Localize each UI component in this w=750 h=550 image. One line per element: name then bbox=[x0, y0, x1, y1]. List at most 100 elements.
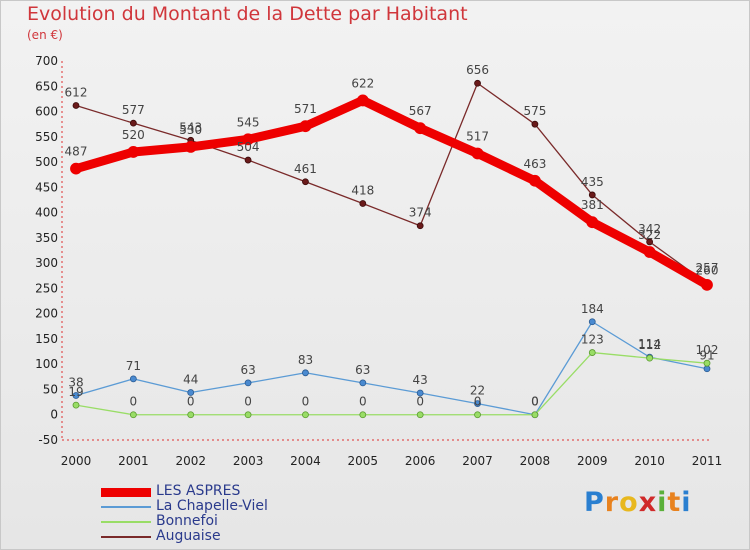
data-point-auguaise bbox=[646, 238, 654, 246]
data-label-auguaise: 260 bbox=[696, 263, 719, 277]
x-tick-label: 2001 bbox=[118, 454, 149, 468]
data-point-auguaise bbox=[474, 79, 481, 87]
data-point-les-aspres bbox=[643, 246, 656, 258]
data-point-bonnefoi bbox=[129, 411, 137, 419]
data-point-la-chapelle-viel bbox=[474, 400, 481, 408]
data-label-bonnefoi: 0 bbox=[302, 395, 310, 409]
data-label-la-chapelle-viel: 38 bbox=[68, 376, 83, 390]
logo-letter: i bbox=[657, 487, 668, 518]
data-label-bonnefoi: 19 bbox=[68, 385, 83, 399]
x-tick-label: 2011 bbox=[692, 454, 723, 468]
chart-title: Evolution du Montant de la Dette par Hab… bbox=[27, 3, 468, 25]
data-point-auguaise bbox=[72, 102, 80, 109]
data-label-les-aspres: 463 bbox=[523, 157, 546, 171]
data-label-la-chapelle-viel: 83 bbox=[298, 353, 313, 367]
data-point-les-aspres bbox=[529, 174, 541, 187]
data-label-les-aspres: 257 bbox=[696, 261, 719, 275]
x-tick-label: 2009 bbox=[577, 454, 608, 468]
data-point-auguaise bbox=[588, 191, 596, 199]
legend-label-les-aspres: LES ASPRES bbox=[156, 483, 241, 499]
data-point-bonnefoi bbox=[359, 411, 367, 419]
data-point-bonnefoi bbox=[72, 401, 80, 409]
data-point-bonnefoi bbox=[588, 349, 596, 356]
data-label-la-chapelle-viel: 22 bbox=[470, 384, 485, 398]
data-point-bonnefoi bbox=[703, 359, 711, 367]
data-point-auguaise bbox=[244, 156, 252, 164]
x-tick-label: 2000 bbox=[61, 454, 92, 468]
data-point-auguaise bbox=[302, 178, 309, 186]
data-label-bonnefoi: 123 bbox=[581, 333, 604, 347]
legend-swatch-bonnefoi bbox=[101, 521, 151, 523]
data-label-les-aspres: 571 bbox=[294, 102, 317, 116]
x-tick-label: 2002 bbox=[175, 454, 206, 468]
data-point-les-aspres bbox=[356, 94, 369, 107]
data-label-bonnefoi: 0 bbox=[187, 395, 195, 409]
data-label-bonnefoi: 0 bbox=[416, 395, 424, 409]
data-label-bonnefoi: 0 bbox=[244, 395, 252, 409]
data-point-la-chapelle-viel bbox=[703, 365, 711, 373]
data-point-la-chapelle-viel bbox=[359, 379, 367, 387]
data-label-bonnefoi: 102 bbox=[696, 343, 719, 357]
data-point-les-aspres bbox=[127, 146, 140, 158]
x-tick-label: 2008 bbox=[520, 454, 551, 468]
data-label-auguaise: 435 bbox=[581, 175, 604, 189]
data-label-auguaise: 575 bbox=[523, 104, 546, 118]
logo-letter: i bbox=[681, 487, 692, 518]
y-tick-label: 450 bbox=[35, 180, 58, 194]
data-point-la-chapelle-viel bbox=[416, 389, 424, 397]
legend-label-bonnefoi: Bonnefoi bbox=[156, 513, 218, 529]
data-label-la-chapelle-viel: 184 bbox=[581, 302, 604, 316]
data-point-les-aspres bbox=[414, 122, 427, 135]
data-label-les-aspres: 567 bbox=[409, 104, 432, 118]
data-point-bonnefoi bbox=[416, 411, 424, 419]
data-label-bonnefoi: 0 bbox=[531, 395, 539, 409]
data-label-les-aspres: 530 bbox=[179, 123, 202, 137]
x-tick-label: 2010 bbox=[634, 454, 665, 468]
data-label-la-chapelle-viel: 71 bbox=[126, 359, 141, 373]
data-label-auguaise: 612 bbox=[65, 85, 88, 99]
y-tick-label: 550 bbox=[35, 130, 58, 144]
data-label-bonnefoi: 0 bbox=[130, 395, 138, 409]
data-label-bonnefoi: 112 bbox=[638, 338, 661, 352]
y-tick-label: 300 bbox=[35, 256, 58, 270]
data-point-les-aspres bbox=[70, 162, 82, 175]
y-tick-label: 100 bbox=[35, 357, 58, 371]
data-point-la-chapelle-viel bbox=[72, 392, 80, 399]
logo-letter: t bbox=[667, 487, 682, 518]
data-label-les-aspres: 322 bbox=[638, 228, 661, 242]
data-label-les-aspres: 520 bbox=[122, 128, 145, 142]
y-tick-label: 350 bbox=[35, 231, 58, 245]
legend-swatch-les-aspres bbox=[101, 488, 151, 497]
data-label-auguaise: 656 bbox=[466, 63, 489, 77]
data-label-auguaise: 374 bbox=[409, 206, 432, 220]
legend-swatch-la-chapelle-viel bbox=[101, 506, 151, 508]
data-label-les-aspres: 487 bbox=[65, 145, 88, 159]
y-tick-label: 700 bbox=[35, 54, 58, 68]
data-label-la-chapelle-viel: 114 bbox=[638, 337, 661, 351]
data-point-auguaise bbox=[129, 119, 137, 127]
x-tick-label: 2007 bbox=[462, 454, 493, 468]
series-line-les-aspres bbox=[71, 95, 712, 290]
data-point-auguaise bbox=[416, 222, 424, 230]
y-tick-label: 250 bbox=[35, 281, 58, 295]
series-line-auguaise bbox=[75, 82, 708, 284]
data-point-auguaise bbox=[359, 200, 367, 207]
data-label-les-aspres: 517 bbox=[466, 129, 489, 143]
logo-letter: r bbox=[604, 487, 620, 518]
data-label-bonnefoi: 0 bbox=[359, 395, 367, 409]
x-tick-label: 2005 bbox=[348, 454, 379, 468]
y-tick-label: 0 bbox=[50, 408, 58, 422]
data-label-les-aspres: 622 bbox=[351, 76, 374, 90]
data-label-auguaise: 418 bbox=[351, 184, 374, 198]
y-tick-label: -50 bbox=[38, 433, 58, 447]
data-point-auguaise bbox=[531, 120, 539, 128]
series-line-bonnefoi bbox=[75, 351, 708, 416]
data-point-les-aspres bbox=[471, 147, 484, 160]
data-point-bonnefoi bbox=[531, 411, 539, 419]
logo-letter: P bbox=[584, 487, 605, 518]
legend-swatch-auguaise bbox=[101, 536, 151, 538]
y-tick-label: 150 bbox=[35, 332, 58, 346]
data-point-bonnefoi bbox=[302, 411, 309, 419]
